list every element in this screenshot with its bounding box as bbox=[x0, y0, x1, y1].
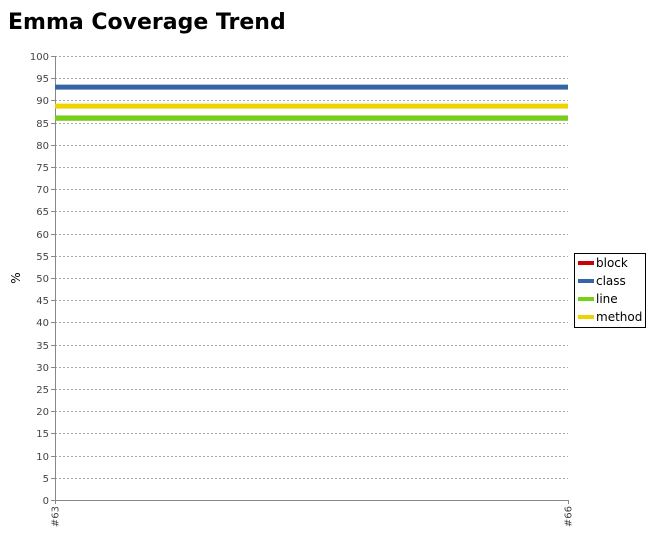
y-tick-label-75: 75 bbox=[36, 163, 49, 174]
x-tick-label-0: #63 bbox=[51, 506, 62, 527]
y-tick-label-15: 15 bbox=[36, 429, 49, 440]
y-tick-label-85: 85 bbox=[36, 119, 49, 130]
y-tick-label-35: 35 bbox=[36, 341, 49, 352]
legend-label-method: method bbox=[596, 310, 642, 324]
y-tick-label-30: 30 bbox=[36, 363, 49, 374]
y-tick-label-45: 45 bbox=[36, 296, 49, 307]
y-tick-label-25: 25 bbox=[36, 385, 49, 396]
legend: block class line method bbox=[574, 253, 646, 328]
x-tick-labels: #63 #66 bbox=[51, 500, 575, 527]
y-tick-label-95: 95 bbox=[36, 74, 49, 85]
x-tick-label-1: #66 bbox=[564, 506, 575, 527]
legend-label-block: block bbox=[596, 256, 628, 270]
y-tick-label-5: 5 bbox=[43, 474, 49, 485]
grid-lines bbox=[51, 56, 568, 501]
y-tick-label-80: 80 bbox=[36, 141, 49, 152]
y-tick-label-55: 55 bbox=[36, 252, 49, 263]
y-tick-label-20: 20 bbox=[36, 407, 49, 418]
y-tick-label-50: 50 bbox=[36, 274, 49, 285]
y-tick-labels: 0 5 10 15 20 25 30 35 40 45 50 55 60 65 70 75 80 85 90 95 10… bbox=[30, 52, 49, 507]
y-tick-label-40: 40 bbox=[36, 318, 49, 329]
y-tick-label-10: 10 bbox=[36, 452, 49, 463]
y-tick-label-65: 65 bbox=[36, 207, 49, 218]
y-tick-label-90: 90 bbox=[36, 96, 49, 107]
legend-label-line: line bbox=[596, 292, 618, 306]
legend-label-class: class bbox=[596, 274, 626, 288]
y-axis-label: % bbox=[9, 272, 23, 283]
y-tick-label-100: 100 bbox=[30, 52, 49, 63]
y-tick-label-60: 60 bbox=[36, 230, 49, 241]
page-title: Emma Coverage Trend bbox=[8, 10, 286, 35]
y-tick-label-70: 70 bbox=[36, 185, 49, 196]
axes bbox=[55, 56, 568, 501]
series-lines bbox=[55, 84, 568, 121]
y-tick-label-0: 0 bbox=[43, 496, 49, 507]
